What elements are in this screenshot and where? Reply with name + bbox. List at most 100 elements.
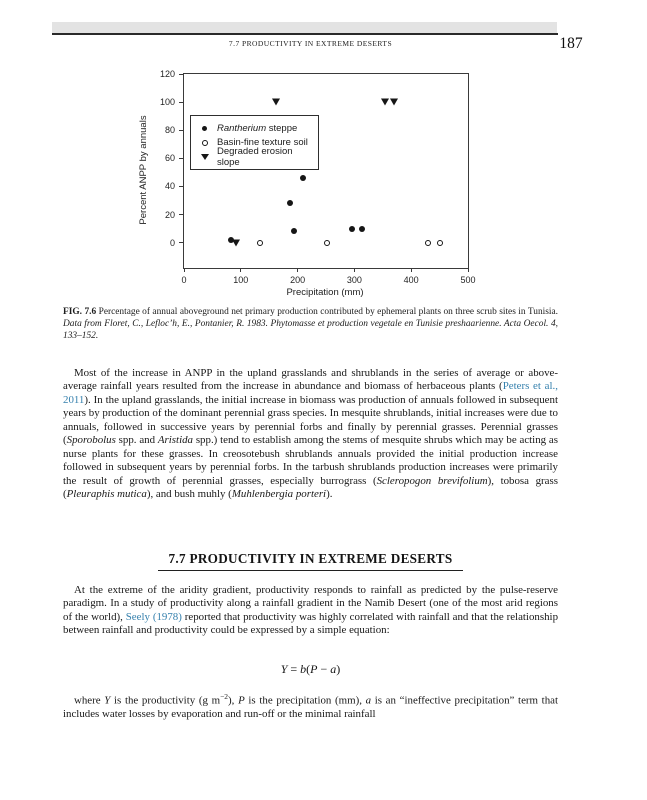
y-tick-label: 20 (164, 209, 175, 220)
data-point-filled-circle (349, 225, 356, 232)
text-run: reported that productivity was highly co… (63, 610, 559, 637)
text-run: is the precipitation (mm), (244, 694, 366, 707)
text-run: Data from Floret, C., Lefloc’h, E., Pont… (63, 319, 558, 342)
section-heading: 7.7 PRODUCTIVITY IN EXTREME DESERTS (63, 550, 558, 571)
text-run: FIG. 7.6 (63, 307, 97, 317)
header-bar (52, 22, 557, 33)
data-point-filled-triangle-down (232, 239, 241, 247)
y-axis-label: Percent ANPP by annuals (138, 115, 149, 225)
data-point-open-circle (425, 239, 432, 246)
text-run: Degraded erosion slope (217, 146, 293, 169)
x-tick-mark (297, 268, 299, 272)
data-point-filled-circle (286, 200, 293, 207)
text-run: Y (104, 694, 111, 707)
text-run: Most of the increase in ANPP in the upla… (63, 367, 558, 393)
text-run: where (74, 694, 105, 707)
legend-row: Degraded erosion slope (200, 146, 314, 168)
filled-triangle-down-icon (200, 154, 209, 161)
x-tick-mark (467, 268, 469, 272)
section-heading-text: 7.7 PRODUCTIVITY IN EXTREME DESERTS (157, 551, 464, 571)
y-tick-mark (179, 157, 183, 159)
text-run: ), and bush muhly ( (146, 488, 232, 501)
y-tick-label: 0 (169, 237, 175, 248)
paragraph-anpp-increase: Most of the increase in ANPP in the upla… (63, 367, 558, 502)
running-head: 7.7 PRODUCTIVITY IN EXTREME DESERTS (228, 39, 393, 48)
text-run: ), (228, 694, 239, 707)
legend-row: Rantherium steppe (200, 121, 314, 136)
y-tick-label: 40 (164, 181, 175, 192)
data-point-filled-circle (299, 175, 306, 182)
paragraph-equation-terms: where Y is the productivity (g m−2), P i… (63, 690, 558, 722)
text-run: Aristida (157, 434, 193, 447)
legend-label: Rantherium steppe (217, 123, 297, 134)
text-run: Sporobolus (66, 434, 116, 447)
legend-label: Degraded erosion slope (217, 146, 314, 168)
x-tick-label: 400 (403, 275, 419, 285)
open-circle-icon (200, 139, 209, 146)
text-run: Pleuraphis mutica (66, 488, 147, 501)
text-run: At the extreme of the aridity gradient, … (63, 584, 558, 623)
data-point-open-circle (324, 239, 331, 246)
text-run: ), tobosa grass ( (63, 474, 558, 501)
text-run: P (238, 694, 245, 707)
figure-caption: FIG. 7.6 Percentage of annual abovegroun… (63, 306, 558, 343)
page-number: 187 (559, 35, 583, 52)
y-tick-mark (179, 101, 183, 103)
y-tick-label: 100 (159, 97, 175, 108)
y-tick-mark (179, 185, 183, 187)
text-run: steppe (266, 122, 298, 134)
text-run: Percentage of annual aboveground net pri… (96, 307, 558, 317)
equation-y-bpa: Y = b(P − a) (63, 662, 558, 677)
text-run: Y (280, 662, 288, 676)
data-point-filled-circle (227, 236, 234, 243)
text-run: Muhlenbergia porteri (231, 488, 327, 501)
text-run: ). (326, 488, 333, 501)
x-tick-label: 500 (460, 275, 476, 285)
plot-area: Rantherium steppe Basin-fine texture soil… (160, 69, 476, 285)
paragraph-aridity-gradient: At the extreme of the aridity gradient, … (63, 584, 558, 638)
text-run: ( (306, 662, 311, 676)
legend-label: Basin-fine texture soil (217, 137, 308, 148)
text-run: − (317, 662, 331, 676)
text-run: ). In the upland grasslands, the initial… (63, 393, 558, 447)
citation-link[interactable]: Peters et al., 2011 (63, 380, 558, 406)
text-run: Basin-fine texture soil (217, 137, 308, 149)
text-run: P (310, 662, 318, 676)
text-run: a (330, 662, 337, 676)
chart-legend: Rantherium steppe Basin-fine texture soil… (190, 115, 319, 170)
x-tick-label: 0 (181, 275, 187, 285)
y-tick-label: 60 (164, 153, 175, 164)
text-run: is the productivity (g m (110, 694, 221, 707)
y-tick-label: 80 (164, 125, 175, 136)
text-run: Scleropogon brevifolium (376, 474, 488, 487)
x-tick-mark (240, 268, 242, 272)
text-run: spp. and (115, 434, 158, 447)
x-axis-label: Precipitation (mm) (286, 287, 364, 298)
text-run: is an “ineffective precipitation” term t… (63, 694, 559, 721)
x-tick-label: 200 (290, 275, 306, 285)
text-run: spp.) tend to establish among the stems … (63, 434, 558, 487)
y-tick-mark (179, 242, 183, 244)
text-run: −2 (220, 692, 229, 701)
x-tick-mark (353, 268, 355, 272)
citation-link[interactable]: Seely (1978) (125, 610, 182, 623)
y-tick-mark (179, 214, 183, 216)
text-run: ) (336, 662, 341, 676)
y-tick-mark (179, 129, 183, 131)
x-tick-label: 100 (233, 275, 249, 285)
text-run: b (300, 662, 307, 676)
x-tick-mark (410, 268, 412, 272)
data-point-open-circle (436, 239, 443, 246)
data-point-filled-triangle-down (272, 98, 281, 106)
y-tick-label: 120 (159, 69, 175, 79)
legend-row: Basin-fine texture soil (200, 136, 314, 151)
x-tick-mark (183, 268, 185, 272)
filled-circle-icon (200, 125, 209, 131)
data-point-filled-circle (291, 228, 298, 235)
data-point-open-circle (256, 239, 263, 246)
data-point-filled-triangle-down (389, 98, 398, 106)
text-run: Rantherium (217, 122, 267, 134)
text-run: a (365, 694, 372, 707)
data-point-filled-circle (359, 225, 366, 232)
header-rule (52, 33, 558, 35)
